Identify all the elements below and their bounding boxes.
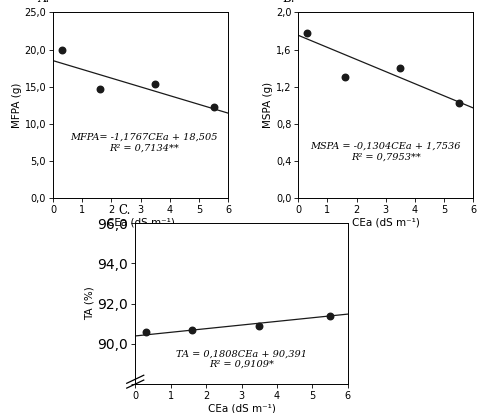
X-axis label: CEa (dS m⁻¹): CEa (dS m⁻¹) — [107, 218, 175, 228]
Point — [188, 326, 196, 333]
Point — [256, 323, 263, 329]
Text: TA = 0,1808CEa + 90,391
R² = 0,9109*: TA = 0,1808CEa + 90,391 R² = 0,9109* — [176, 349, 307, 369]
Point — [397, 65, 404, 71]
Point — [303, 29, 311, 36]
X-axis label: CEa (dS m⁻¹): CEa (dS m⁻¹) — [208, 404, 275, 413]
Y-axis label: MSPA (g): MSPA (g) — [263, 82, 273, 128]
Point — [326, 312, 334, 319]
Point — [58, 47, 66, 54]
Point — [455, 99, 463, 106]
Point — [142, 328, 150, 335]
Y-axis label: MFPA (g): MFPA (g) — [12, 83, 22, 128]
Text: MSPA = -0,1304CEa + 1,7536
R² = 0,7953**: MSPA = -0,1304CEa + 1,7536 R² = 0,7953** — [311, 142, 461, 161]
Point — [151, 81, 159, 87]
Text: C.: C. — [119, 204, 131, 216]
Text: B.: B. — [282, 0, 295, 5]
Y-axis label: TA (%): TA (%) — [85, 287, 95, 320]
Point — [341, 74, 349, 81]
Point — [210, 104, 217, 110]
X-axis label: CEa (dS m⁻¹): CEa (dS m⁻¹) — [352, 218, 420, 228]
Point — [96, 85, 104, 92]
Text: A.: A. — [37, 0, 50, 5]
Text: MFPA= -1,1767CEa + 18,505
R² = 0,7134**: MFPA= -1,1767CEa + 18,505 R² = 0,7134** — [70, 133, 217, 152]
